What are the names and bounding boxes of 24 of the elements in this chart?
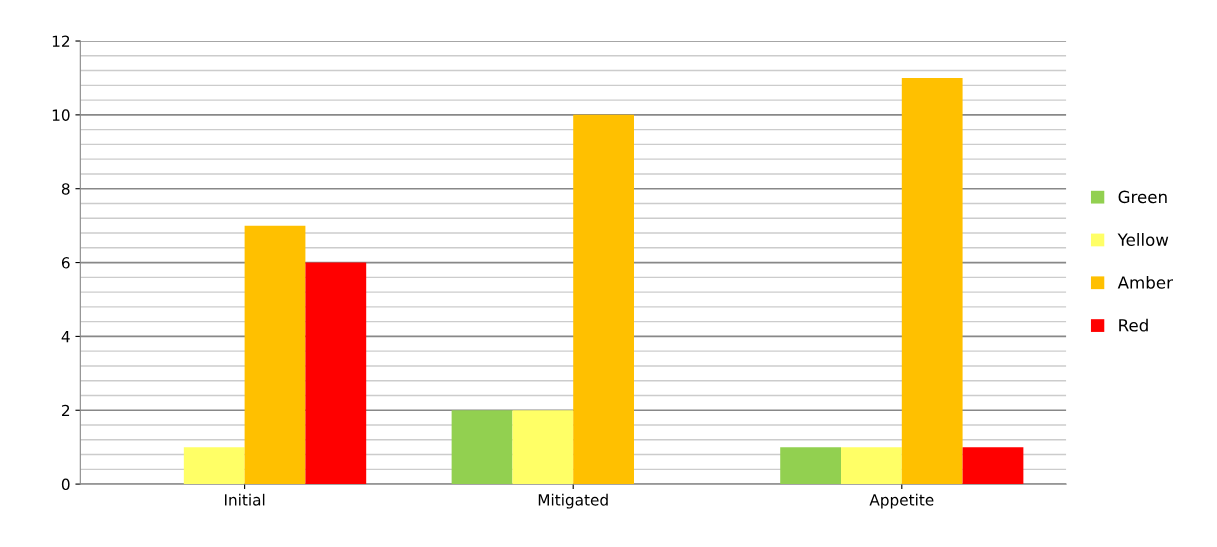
y-tick-label: 4 — [61, 331, 70, 343]
y-tick-label: 12 — [52, 35, 70, 47]
legend-label: Yellow — [1117, 233, 1169, 246]
legend-label: Red — [1119, 318, 1148, 332]
y-tick-label: 8 — [61, 183, 70, 195]
x-tick-label: Mitigated — [538, 493, 608, 509]
y-tick-label: 0 — [61, 478, 70, 491]
y-tick-label: 2 — [62, 404, 70, 417]
bar — [841, 447, 902, 485]
y-tick-label: 10 — [52, 109, 70, 121]
bar — [962, 447, 1024, 485]
bar — [780, 447, 842, 485]
bar — [305, 262, 367, 485]
x-tick-label: Initial — [224, 493, 265, 506]
legend-label: Green — [1118, 190, 1167, 204]
bar — [512, 410, 574, 485]
bar — [451, 410, 513, 485]
bar — [901, 77, 963, 485]
bar — [573, 114, 634, 485]
x-tick-label: Appetite — [869, 493, 934, 509]
y-tick-label: 6 — [61, 257, 70, 269]
bar — [244, 225, 306, 485]
bar — [183, 447, 245, 485]
legend-label: Amber — [1117, 275, 1173, 289]
